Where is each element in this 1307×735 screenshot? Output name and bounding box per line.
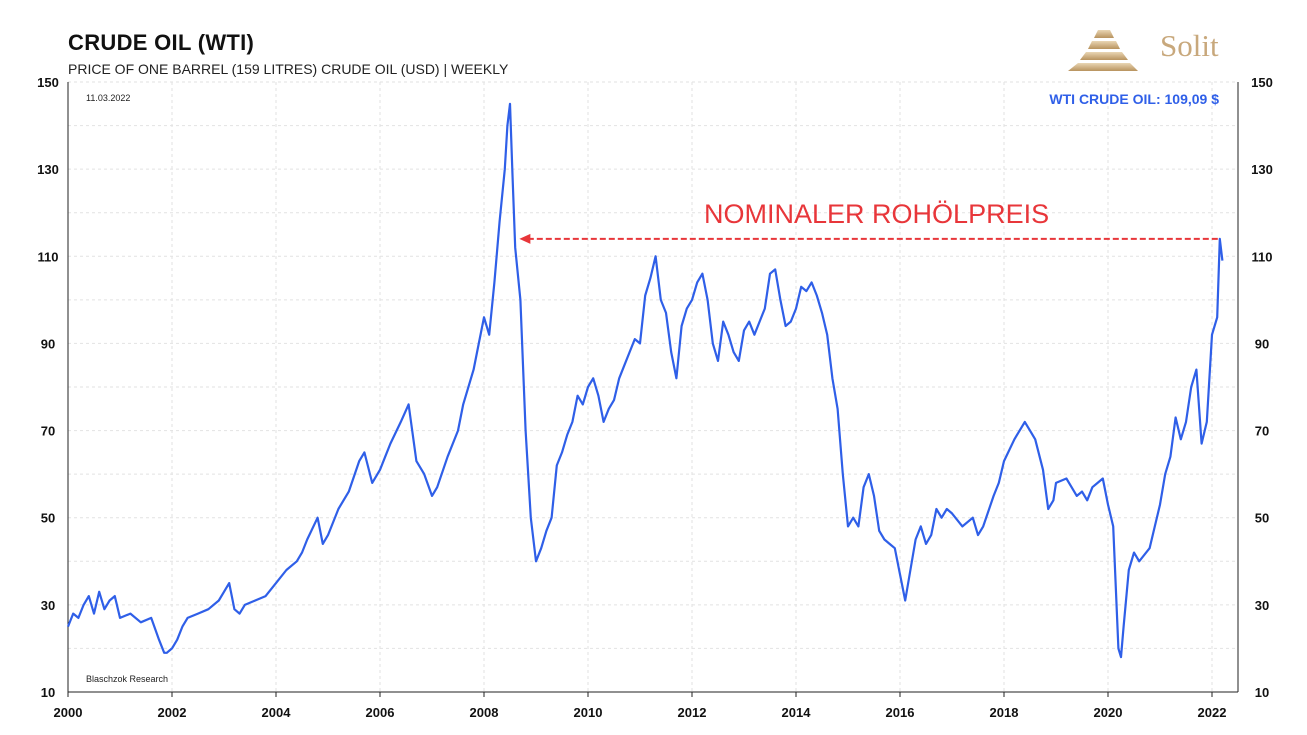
y-tick-label-left: 110 — [38, 249, 59, 264]
chart-subtitle: PRICE OF ONE BARREL (159 LITRES) CRUDE O… — [68, 61, 509, 77]
x-tick-label: 2000 — [54, 705, 83, 720]
y-tick-label-right: 50 — [1255, 511, 1269, 526]
y-tick-label-left: 50 — [41, 511, 55, 526]
x-tick-label: 2010 — [574, 705, 603, 720]
y-tick-label-right: 130 — [1251, 162, 1273, 177]
y-tick-label-left: 30 — [41, 598, 55, 613]
x-tick-label: 2016 — [886, 705, 915, 720]
y-tick-label-left: 150 — [37, 75, 59, 90]
annotation-arrowhead — [519, 233, 531, 244]
y-tick-label-right: 10 — [1255, 685, 1269, 700]
grid — [68, 81, 1238, 692]
y-tick-label-left: 130 — [37, 162, 59, 177]
y-tick-label-right: 30 — [1255, 598, 1269, 613]
y-tick-label-right: 90 — [1255, 336, 1269, 351]
pyramid-logo-icon — [1068, 30, 1138, 71]
x-tick-label: 2006 — [366, 705, 395, 720]
axes — [67, 82, 1239, 697]
x-tick-label: 2012 — [678, 705, 707, 720]
y-tick-label-left: 90 — [41, 336, 55, 351]
x-tick-label: 2014 — [782, 705, 812, 720]
source-label: Blaschzok Research — [86, 674, 168, 684]
y-tick-label-right: 110 — [1252, 249, 1273, 264]
current-value-label: WTI CRUDE OIL: 109,09 $ — [1049, 91, 1219, 107]
chart-title: CRUDE OIL (WTI) — [68, 30, 255, 55]
y-tick-label-right: 150 — [1251, 75, 1273, 90]
x-tick-label: 2018 — [990, 705, 1019, 720]
x-tick-label: 2002 — [158, 705, 187, 720]
date-label: 11.03.2022 — [86, 93, 130, 103]
annotation-label: NOMINALER ROHÖLPREIS — [704, 199, 1049, 229]
tick-labels: 10 10 30 30 50 50 70 70 90 90 110 110 130 130 150 150 20… — [37, 75, 1273, 720]
x-tick-label: 2020 — [1094, 705, 1123, 720]
brand-name: Solit — [1160, 28, 1219, 63]
x-tick-label: 2008 — [470, 705, 499, 720]
y-tick-label-right: 70 — [1255, 424, 1269, 439]
y-tick-label-left: 70 — [41, 424, 55, 439]
series-line-wti — [66, 102, 1224, 659]
x-tick-label: 2022 — [1198, 705, 1227, 720]
x-tick-label: 2004 — [262, 705, 292, 720]
y-tick-label-left: 10 — [41, 685, 55, 700]
